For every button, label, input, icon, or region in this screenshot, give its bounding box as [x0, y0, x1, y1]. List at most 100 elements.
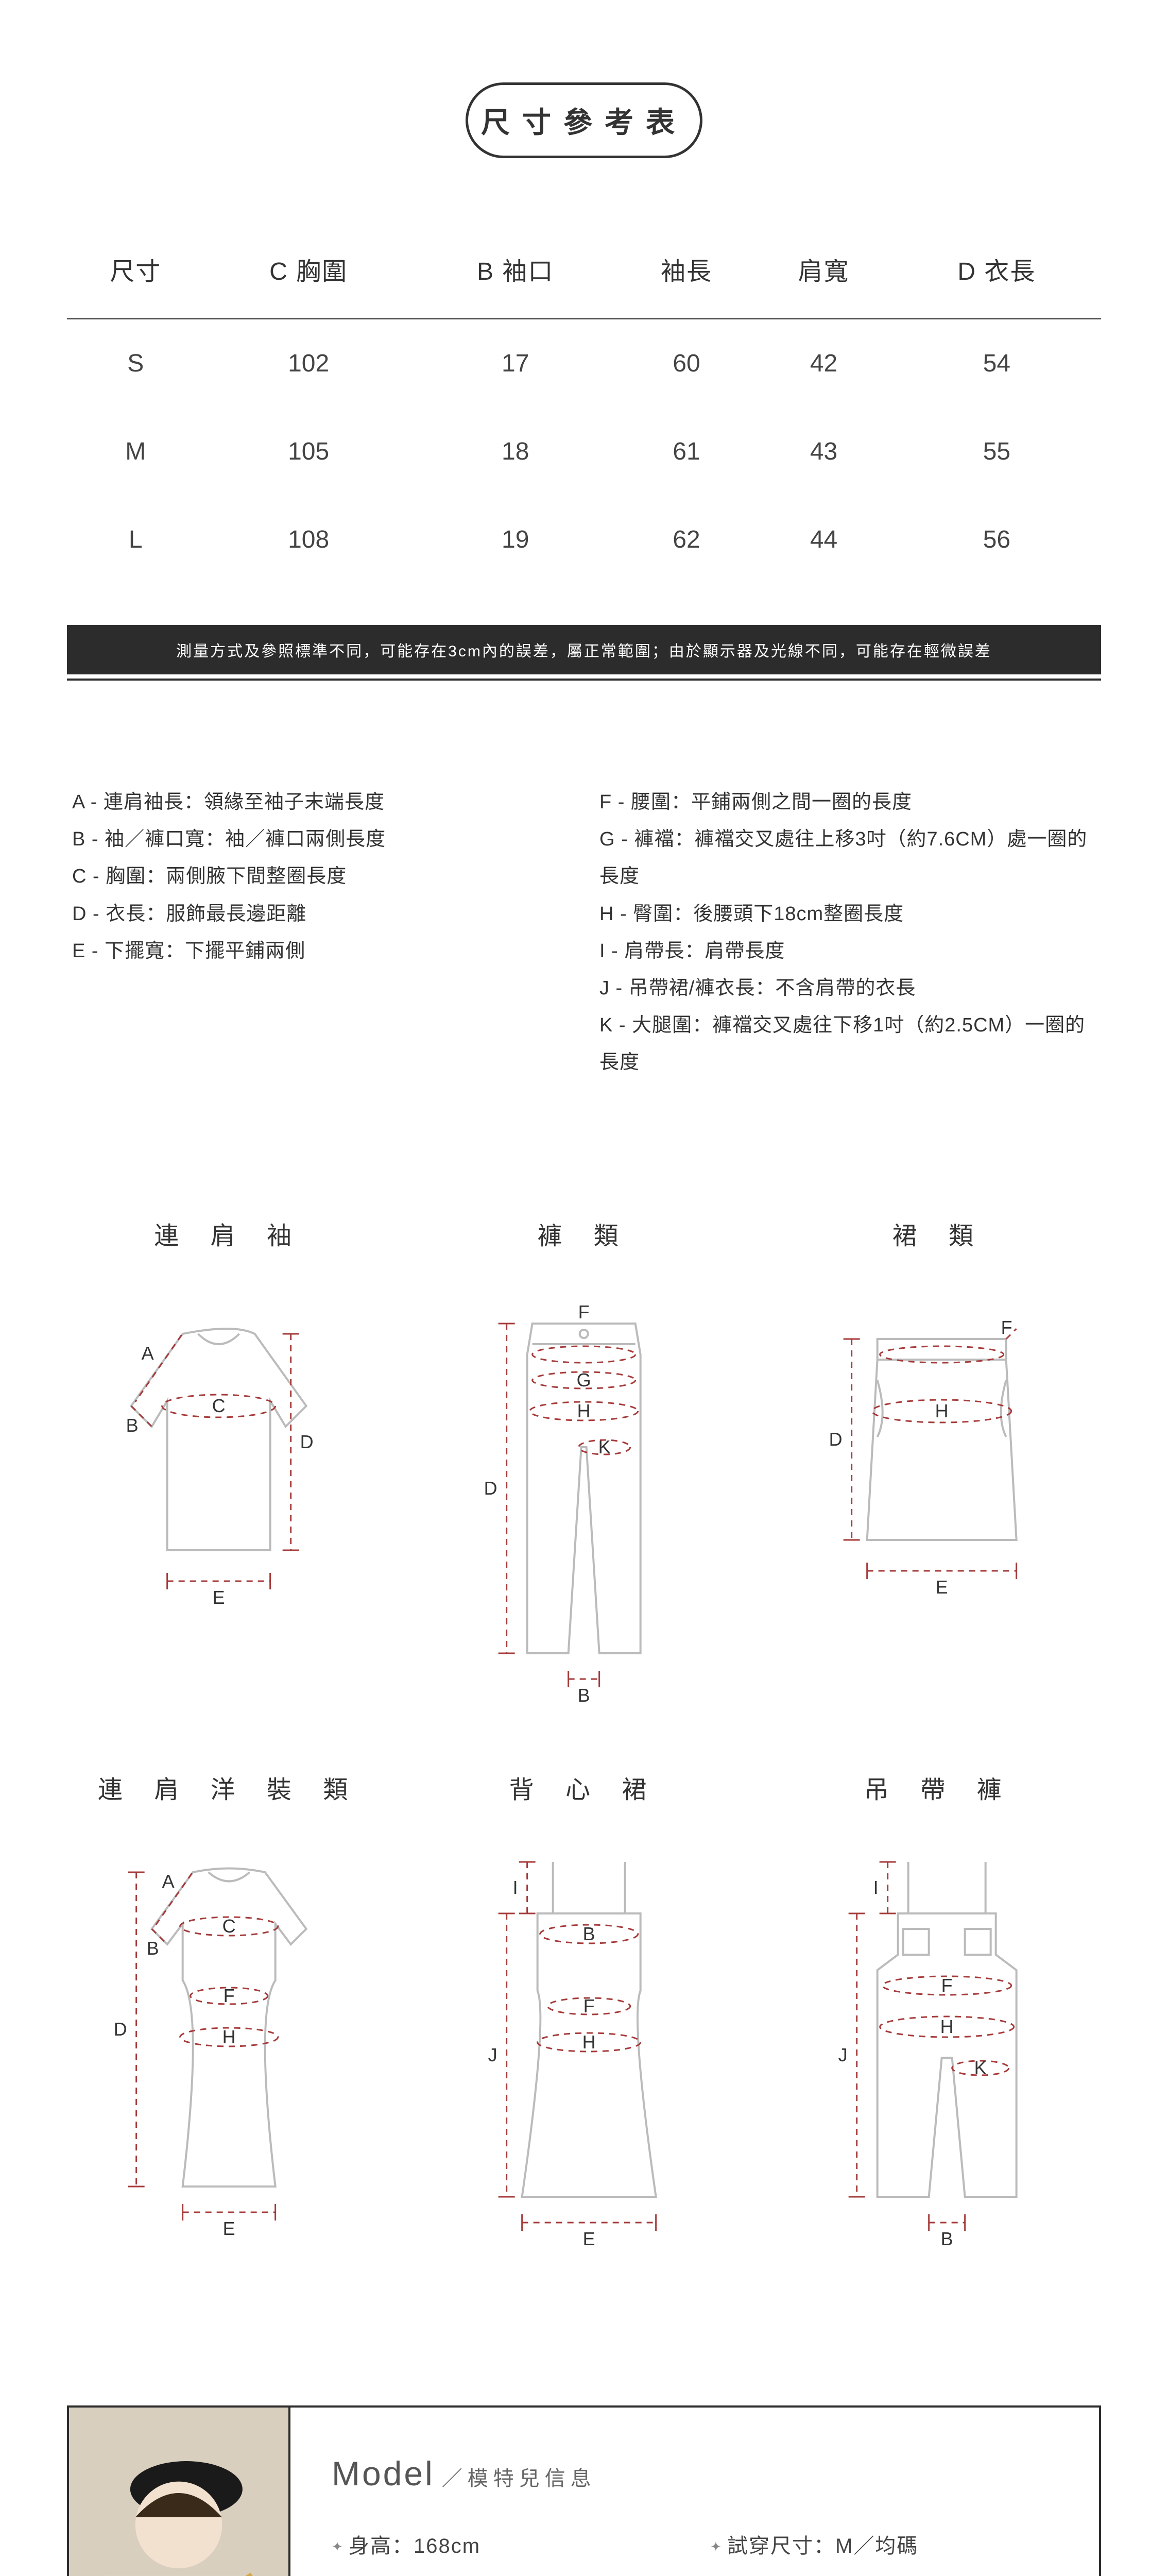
svg-text:E: E [583, 2228, 595, 2249]
svg-text:B: B [583, 1923, 595, 1944]
svg-text:C: C [222, 1916, 236, 1937]
diagram-svg: I B F H J E [422, 1826, 746, 2279]
table-row: M10518614355 [67, 408, 1101, 496]
svg-text:H: H [582, 2031, 596, 2053]
model-stat: 試穿尺寸：M／均碼 [710, 2529, 1058, 2559]
legend-item: K - 大腿圍：褲襠交叉處往下移1吋（約2.5CM）一圈的長度 [599, 1007, 1096, 1081]
svg-text:E: E [213, 1587, 225, 1608]
legend-item: F - 腰圍：平鋪兩側之間一圈的長度 [599, 784, 1096, 821]
diagram-overalls: 吊 帶 褲 I F H K J B [777, 1769, 1101, 2282]
table-cell: 60 [618, 319, 755, 408]
table-cell: 43 [755, 408, 892, 496]
svg-text:F: F [941, 1975, 952, 1996]
diagram-svg: C A B D E [67, 1272, 391, 1725]
legend-item: G - 褲襠：褲襠交叉處往上移3吋（約7.6CM）處一圈的長度 [599, 821, 1096, 895]
table-cell: 42 [755, 319, 892, 408]
diagram-title: 褲 類 [422, 1215, 746, 1251]
diagram-title: 連 肩 袖 [67, 1215, 391, 1251]
legend-item: J - 吊帶裙/褲衣長：不含肩帶的衣長 [599, 970, 1096, 1007]
svg-text:H: H [222, 2026, 236, 2047]
diagram-raglan_top: 連 肩 袖 C A B D E [67, 1215, 391, 1728]
svg-text:A: A [162, 1871, 175, 1892]
svg-text:B: B [147, 1938, 159, 1959]
table-cell: 62 [618, 496, 755, 584]
svg-text:I: I [873, 1877, 878, 1898]
legend-item: E - 下擺寬：下擺平鋪兩側 [72, 933, 569, 970]
svg-text:D: D [484, 1478, 497, 1499]
table-cell: 61 [618, 408, 755, 496]
page-title: 尺寸參考表 [466, 82, 702, 158]
svg-text:K: K [974, 2057, 986, 2078]
diagram-svg: F H D E [777, 1272, 1101, 1725]
garment-diagrams: 連 肩 袖 C A B D E 褲 類 F G H K D B 裙 類 F [67, 1215, 1101, 2282]
size-table: 尺寸C 胸圍B 袖口袖長肩寬D 衣長 S10217604254M10518614… [67, 230, 1101, 584]
legend-item: A - 連肩袖長：領緣至袖子末端長度 [72, 784, 569, 821]
svg-text:D: D [829, 1429, 842, 1450]
model-stat: 三圍：77/64/92cm [710, 2572, 1058, 2576]
disclaimer-rule [67, 679, 1101, 681]
legend-item: D - 衣長：服飾最長邊距離 [72, 895, 569, 933]
svg-text:F: F [224, 1985, 235, 2006]
model-heading-main: Model [332, 2454, 435, 2493]
svg-text:C: C [212, 1395, 226, 1416]
table-cell: 18 [413, 408, 618, 496]
table-header: 尺寸 [67, 230, 204, 319]
legend-item: H - 臀圍：後腰頭下18cm整圈長度 [599, 895, 1096, 933]
svg-text:G: G [577, 1369, 591, 1391]
table-header: 袖長 [618, 230, 755, 319]
diagram-title: 連 肩 洋 裝 類 [67, 1769, 391, 1805]
diagram-svg: F G H K D B [422, 1272, 746, 1725]
table-cell: 56 [892, 496, 1101, 584]
table-cell: 44 [755, 496, 892, 584]
svg-text:J: J [488, 2044, 497, 2065]
diagram-title: 吊 帶 褲 [777, 1769, 1101, 1805]
table-header: B 袖口 [413, 230, 618, 319]
diagram-cami_dress: 背 心 裙 I B F H J E [422, 1769, 746, 2282]
svg-text:H: H [940, 2016, 953, 2037]
svg-text:H: H [935, 1400, 948, 1421]
svg-text:E: E [935, 1577, 948, 1598]
table-header: C 胸圍 [204, 230, 413, 319]
svg-text:B: B [578, 1685, 590, 1706]
table-cell: 55 [892, 408, 1101, 496]
model-photo: @蕭蕭 [69, 2408, 290, 2576]
model-stats: 身高：168cm 試穿尺寸：M／均碼體重：49kg 三圍：77/64/92cm [332, 2529, 1058, 2576]
svg-text:H: H [577, 1400, 591, 1421]
table-row: S10217604254 [67, 319, 1101, 408]
svg-text:A: A [142, 1343, 154, 1364]
model-avatar-illustration [69, 2408, 288, 2576]
table-cell: M [67, 408, 204, 496]
table-row: L10819624456 [67, 496, 1101, 584]
svg-text:D: D [114, 2019, 127, 2040]
table-cell: S [67, 319, 204, 408]
table-cell: 54 [892, 319, 1101, 408]
svg-text:B: B [126, 1415, 139, 1436]
legend-item: C - 胸圍：兩側腋下間整圈長度 [72, 858, 569, 895]
model-info-block: @蕭蕭 Model ／模特兒信息 身高：168cm 試穿尺寸：M／均碼體重：49kg… [67, 2405, 1101, 2576]
model-heading-sub: ／模特兒信息 [442, 2467, 596, 2490]
model-stat: 身高：168cm [332, 2529, 679, 2559]
diagram-pants: 褲 類 F G H K D B [422, 1215, 746, 1728]
diagram-title: 背 心 裙 [422, 1769, 746, 1805]
table-cell: 102 [204, 319, 413, 408]
svg-text:J: J [838, 2044, 847, 2065]
disclaimer-text: 測量方式及參照標準不同，可能存在3cm內的誤差，屬正常範圍；由於顯示器及光線不同… [67, 625, 1101, 674]
svg-text:B: B [940, 2228, 953, 2249]
model-stat: 體重：49kg [332, 2572, 679, 2576]
legend-item: B - 袖／褲口寬：袖／褲口兩側長度 [72, 821, 569, 858]
diagram-title: 裙 類 [777, 1215, 1101, 1251]
model-heading: Model ／模特兒信息 [332, 2454, 1058, 2493]
legend-item: I - 肩帶長：肩帶長度 [599, 933, 1096, 970]
svg-text:D: D [300, 1431, 314, 1452]
svg-text:F: F [578, 1301, 590, 1323]
svg-text:K: K [598, 1436, 611, 1458]
table-cell: 19 [413, 496, 618, 584]
table-cell: L [67, 496, 204, 584]
diagram-svg: I F H K J B [777, 1826, 1101, 2279]
diagram-skirt: 裙 類 F H D E [777, 1215, 1101, 1728]
measurement-legend: A - 連肩袖長：領緣至袖子末端長度B - 袖／褲口寬：袖／褲口兩側長度C - … [67, 784, 1101, 1081]
svg-text:I: I [513, 1877, 518, 1898]
svg-text:E: E [223, 2218, 235, 2239]
table-cell: 108 [204, 496, 413, 584]
table-header: 肩寬 [755, 230, 892, 319]
